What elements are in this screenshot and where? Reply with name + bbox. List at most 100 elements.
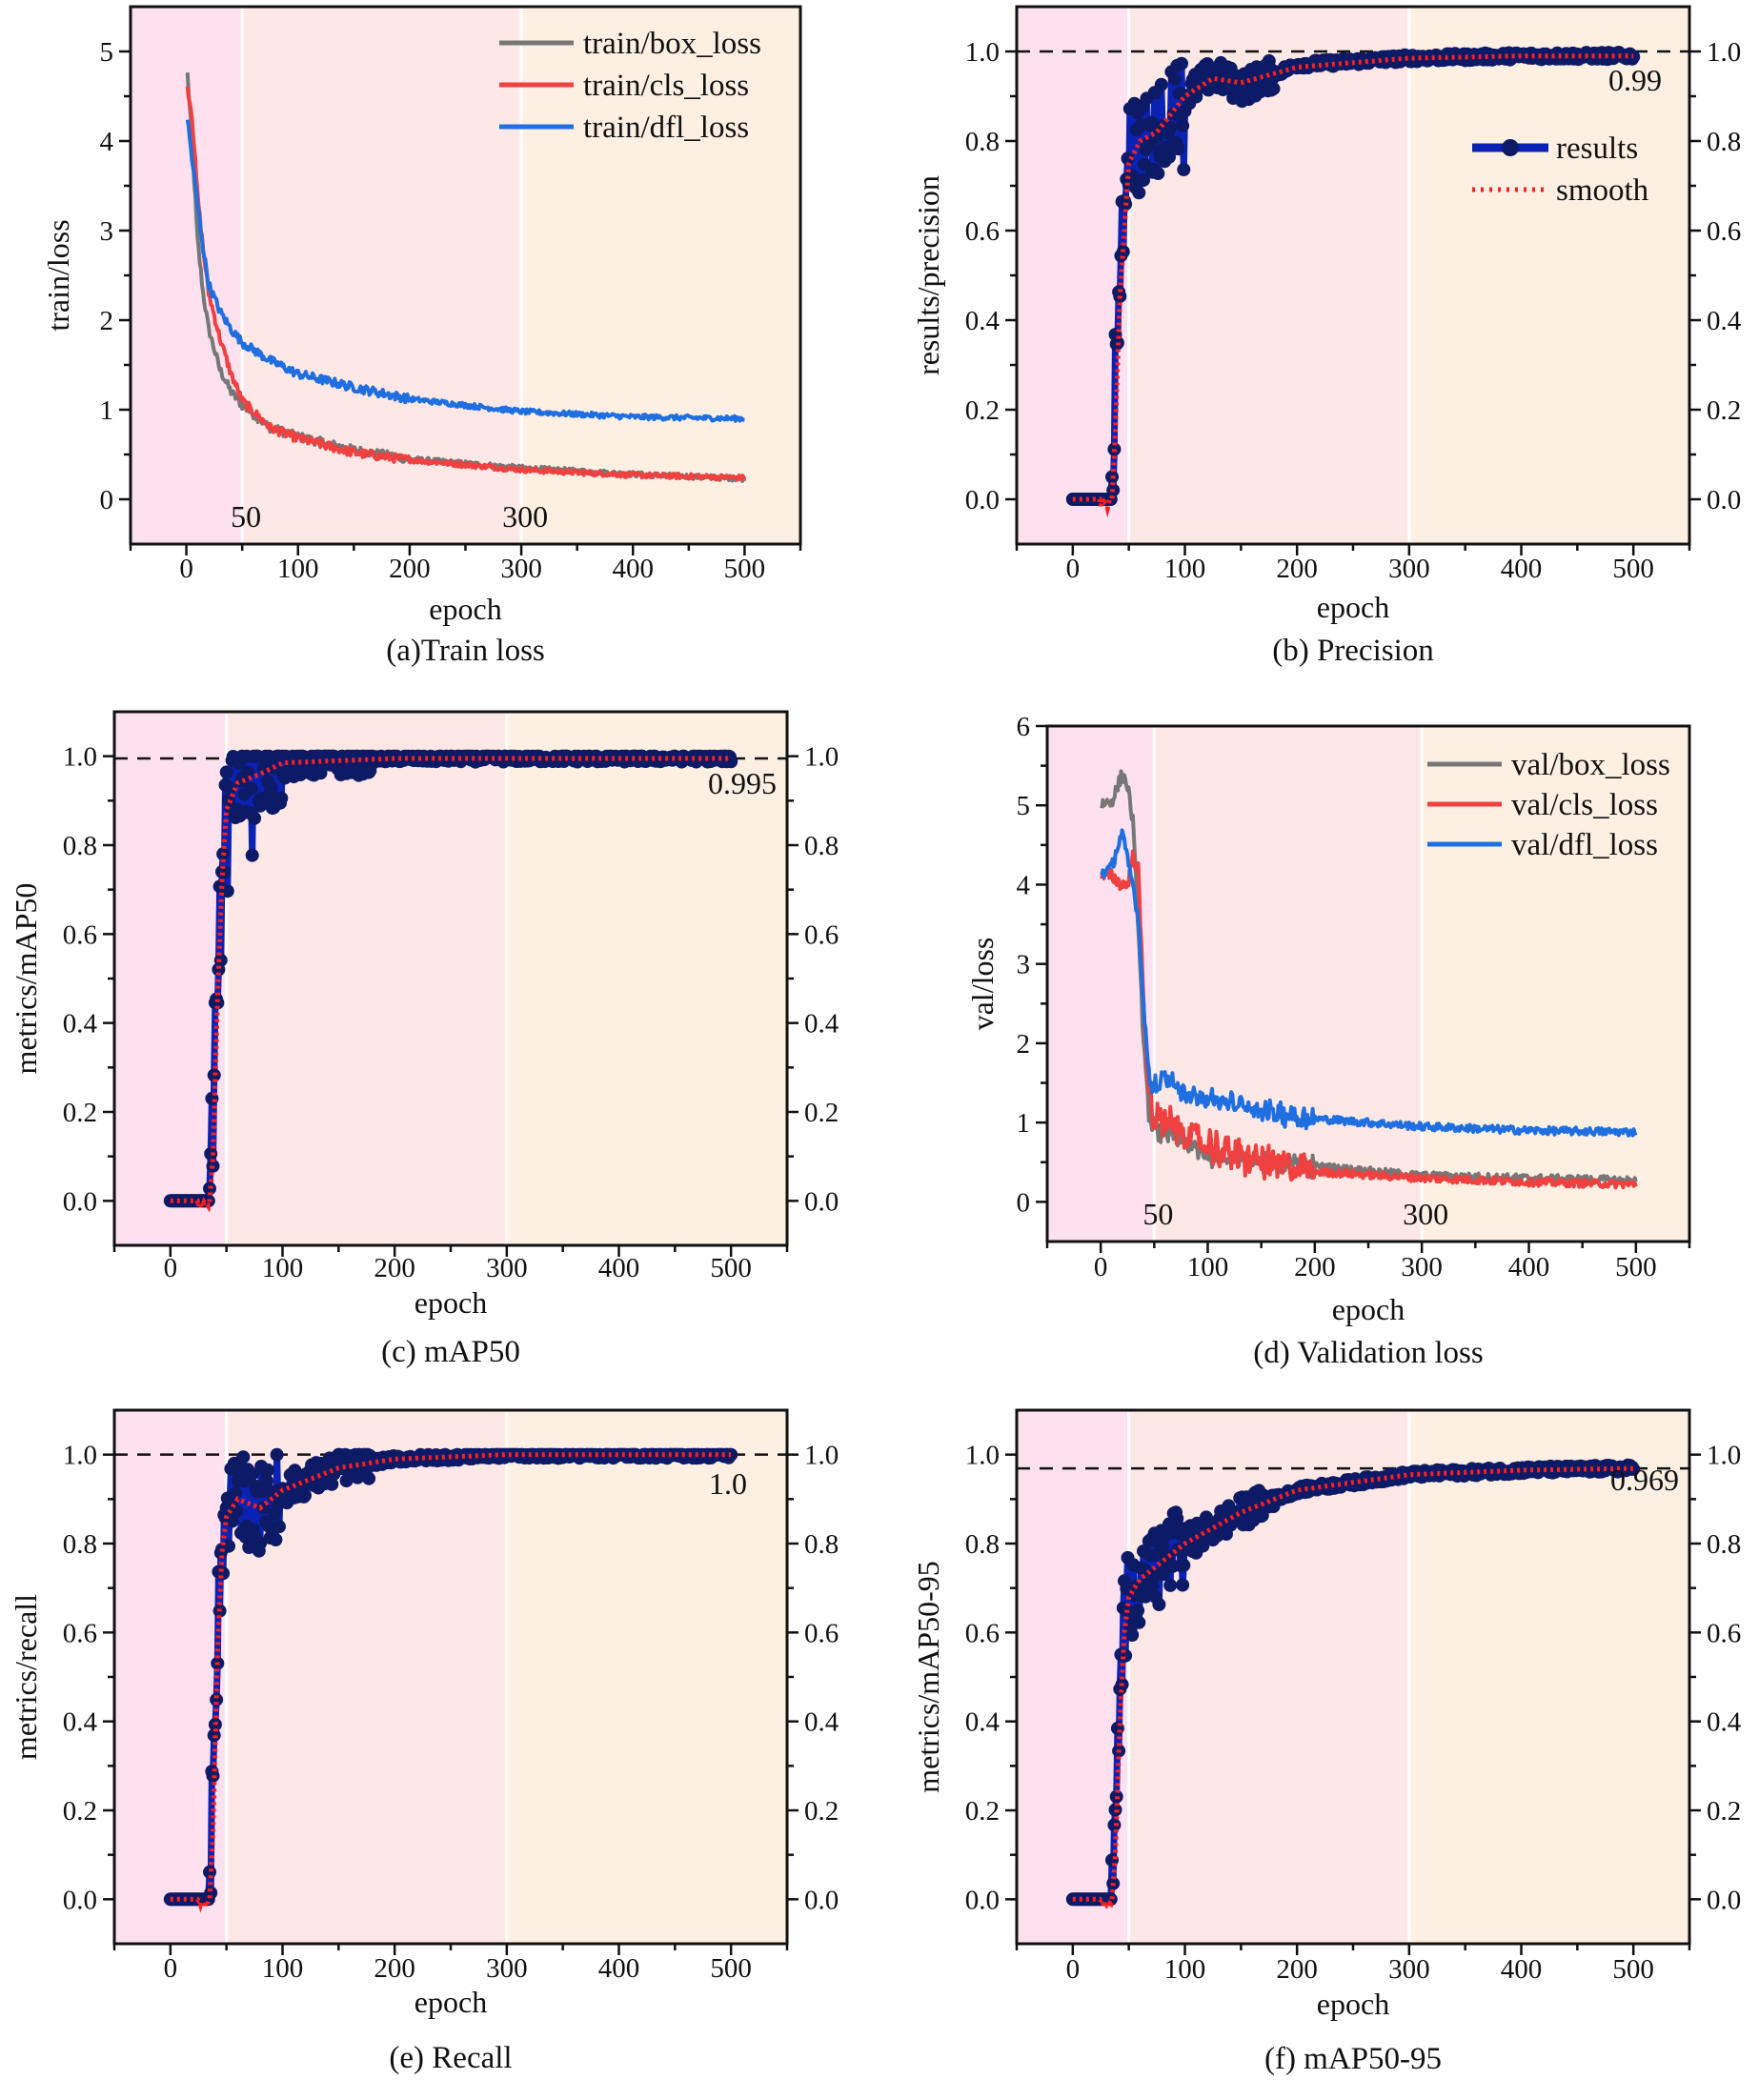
y-tick-label: 0.8 bbox=[63, 1529, 97, 1560]
results-marker bbox=[244, 781, 258, 796]
results-marker bbox=[270, 1447, 284, 1462]
y-axis-label: results/precision bbox=[911, 175, 945, 375]
y-tick-label: 4 bbox=[100, 127, 114, 157]
y-tick-label-right: 0.8 bbox=[804, 1529, 839, 1560]
x-tick-label: 400 bbox=[598, 1953, 640, 1984]
phase-bg-early bbox=[1017, 7, 1129, 544]
y-tick-label-right: 1.0 bbox=[1707, 37, 1741, 68]
results-marker bbox=[207, 1728, 221, 1743]
y-tick-label-right: 0.0 bbox=[804, 1186, 839, 1217]
legend-label: train/dfl_loss bbox=[583, 111, 749, 145]
results-marker bbox=[264, 780, 278, 795]
results-marker bbox=[1163, 1578, 1178, 1592]
y-tick-label: 0.6 bbox=[63, 1618, 97, 1648]
chart-caption: (e) Recall bbox=[389, 2041, 512, 2075]
y-tick-label-right: 0.8 bbox=[1707, 127, 1741, 157]
x-tick-label: 300 bbox=[1401, 1252, 1443, 1282]
y-tick-label: 5 bbox=[100, 37, 114, 68]
y-tick-label-right: 0.2 bbox=[804, 1098, 839, 1128]
y-tick-label: 3 bbox=[1017, 950, 1031, 980]
y-tick-label-right: 0.0 bbox=[804, 1885, 839, 1915]
x-tick-label: 0 bbox=[1094, 1252, 1108, 1282]
results-marker bbox=[241, 765, 254, 779]
phase-mark-label: 300 bbox=[1403, 1197, 1448, 1231]
y-tick-label-right: 1.0 bbox=[804, 742, 839, 773]
results-marker bbox=[1126, 170, 1141, 184]
x-axis-label: epoch bbox=[429, 592, 501, 626]
legend-label: smooth bbox=[1556, 173, 1649, 208]
results-marker bbox=[1144, 115, 1159, 130]
results-marker bbox=[269, 1533, 283, 1546]
results-marker bbox=[219, 765, 233, 779]
phase-bg-late bbox=[1422, 726, 1689, 1242]
x-tick-label: 400 bbox=[1501, 1954, 1543, 1985]
y-tick-label: 0.0 bbox=[965, 485, 1000, 515]
y-tick-label: 1 bbox=[100, 395, 114, 426]
x-tick-label: 100 bbox=[262, 1253, 304, 1283]
y-axis-label: val/loss bbox=[965, 938, 1000, 1031]
phase-bg-late bbox=[506, 1410, 787, 1944]
results-marker bbox=[1132, 1615, 1146, 1629]
y-tick-label-right: 0.8 bbox=[1707, 1529, 1741, 1560]
final-value-label: 0.99 bbox=[1608, 63, 1662, 97]
y-tick-label: 0.4 bbox=[965, 1707, 1001, 1738]
results-marker bbox=[260, 1474, 273, 1488]
y-tick-label: 0.6 bbox=[965, 216, 1000, 247]
smooth-line bbox=[1072, 1465, 1634, 1909]
y-tick-label-right: 0.2 bbox=[804, 1796, 839, 1827]
y-tick-label-right: 0.4 bbox=[1707, 306, 1742, 336]
y-axis-label: train/loss bbox=[41, 219, 75, 331]
phase-bg-early bbox=[1047, 726, 1155, 1242]
results-marker bbox=[1189, 90, 1203, 104]
results-marker bbox=[1125, 1628, 1140, 1642]
phase-mark-label: 50 bbox=[1142, 1197, 1173, 1231]
chart-panel-a: 0 100 200 300 400 500 0 1 2 3 4 5 epoch train/loss (a)… bbox=[41, 5, 802, 668]
series-line-val-dfl-loss bbox=[1100, 828, 1638, 1138]
smooth-line bbox=[1072, 53, 1634, 518]
results-marker bbox=[1177, 1558, 1191, 1572]
results-marker bbox=[256, 1501, 271, 1515]
results-marker bbox=[1176, 1578, 1190, 1592]
y-tick-label: 1.0 bbox=[63, 1441, 97, 1471]
chart-caption: (d) Validation loss bbox=[1253, 1336, 1483, 1370]
chart-panel-b: 0 100 200 300 400 500 0.0 0.0 0.2 0.2 0.4 0.4 0.6 0.6… bbox=[911, 5, 1742, 668]
y-tick-label-right: 0.4 bbox=[804, 1009, 839, 1040]
y-tick-label: 4 bbox=[1017, 870, 1031, 900]
results-marker bbox=[217, 865, 232, 879]
x-axis-label: epoch bbox=[1317, 590, 1389, 624]
phase-bg-late bbox=[1408, 7, 1689, 544]
x-tick-label: 100 bbox=[277, 554, 319, 584]
legend-label: results bbox=[1556, 131, 1638, 166]
x-tick-label: 200 bbox=[374, 1953, 415, 1984]
y-tick-label: 0.6 bbox=[63, 919, 97, 950]
results-marker bbox=[1177, 163, 1191, 176]
phase-bg-late bbox=[1408, 1410, 1689, 1944]
phase-bg-early bbox=[114, 1410, 227, 1944]
y-tick-label: 2 bbox=[1017, 1029, 1031, 1060]
chart-caption: (f) mAP50-95 bbox=[1264, 2042, 1442, 2076]
y-axis-label: metrics/mAP50-95 bbox=[911, 1561, 945, 1793]
results-marker bbox=[248, 811, 262, 825]
y-tick-label-right: 0.2 bbox=[1707, 395, 1741, 426]
results-marker bbox=[261, 1463, 275, 1477]
series-line-val-cls-loss bbox=[1100, 849, 1638, 1190]
results-marker bbox=[1176, 118, 1190, 132]
results-marker bbox=[223, 781, 237, 796]
y-tick-label: 2 bbox=[100, 306, 114, 336]
y-tick-label: 0.6 bbox=[965, 1618, 1000, 1648]
x-tick-label: 300 bbox=[486, 1953, 528, 1984]
legend-label: train/cls_loss bbox=[583, 69, 749, 103]
chart-caption: (b) Precision bbox=[1272, 634, 1434, 668]
y-tick-label-right: 0.0 bbox=[1707, 1885, 1741, 1915]
x-tick-label: 500 bbox=[724, 554, 766, 584]
series-line-train-dfl-loss bbox=[185, 119, 746, 423]
y-tick-label-right: 0.4 bbox=[804, 1707, 839, 1738]
results-marker bbox=[1163, 120, 1178, 134]
y-tick-label-right: 0.6 bbox=[804, 1618, 839, 1648]
legend-label: val/dfl_loss bbox=[1511, 828, 1658, 862]
y-tick-label: 3 bbox=[100, 216, 114, 247]
results-marker bbox=[1171, 142, 1185, 156]
results-marker bbox=[210, 1692, 224, 1706]
y-tick-label: 0.2 bbox=[965, 395, 1000, 426]
chart-caption: (c) mAP50 bbox=[381, 1335, 520, 1369]
